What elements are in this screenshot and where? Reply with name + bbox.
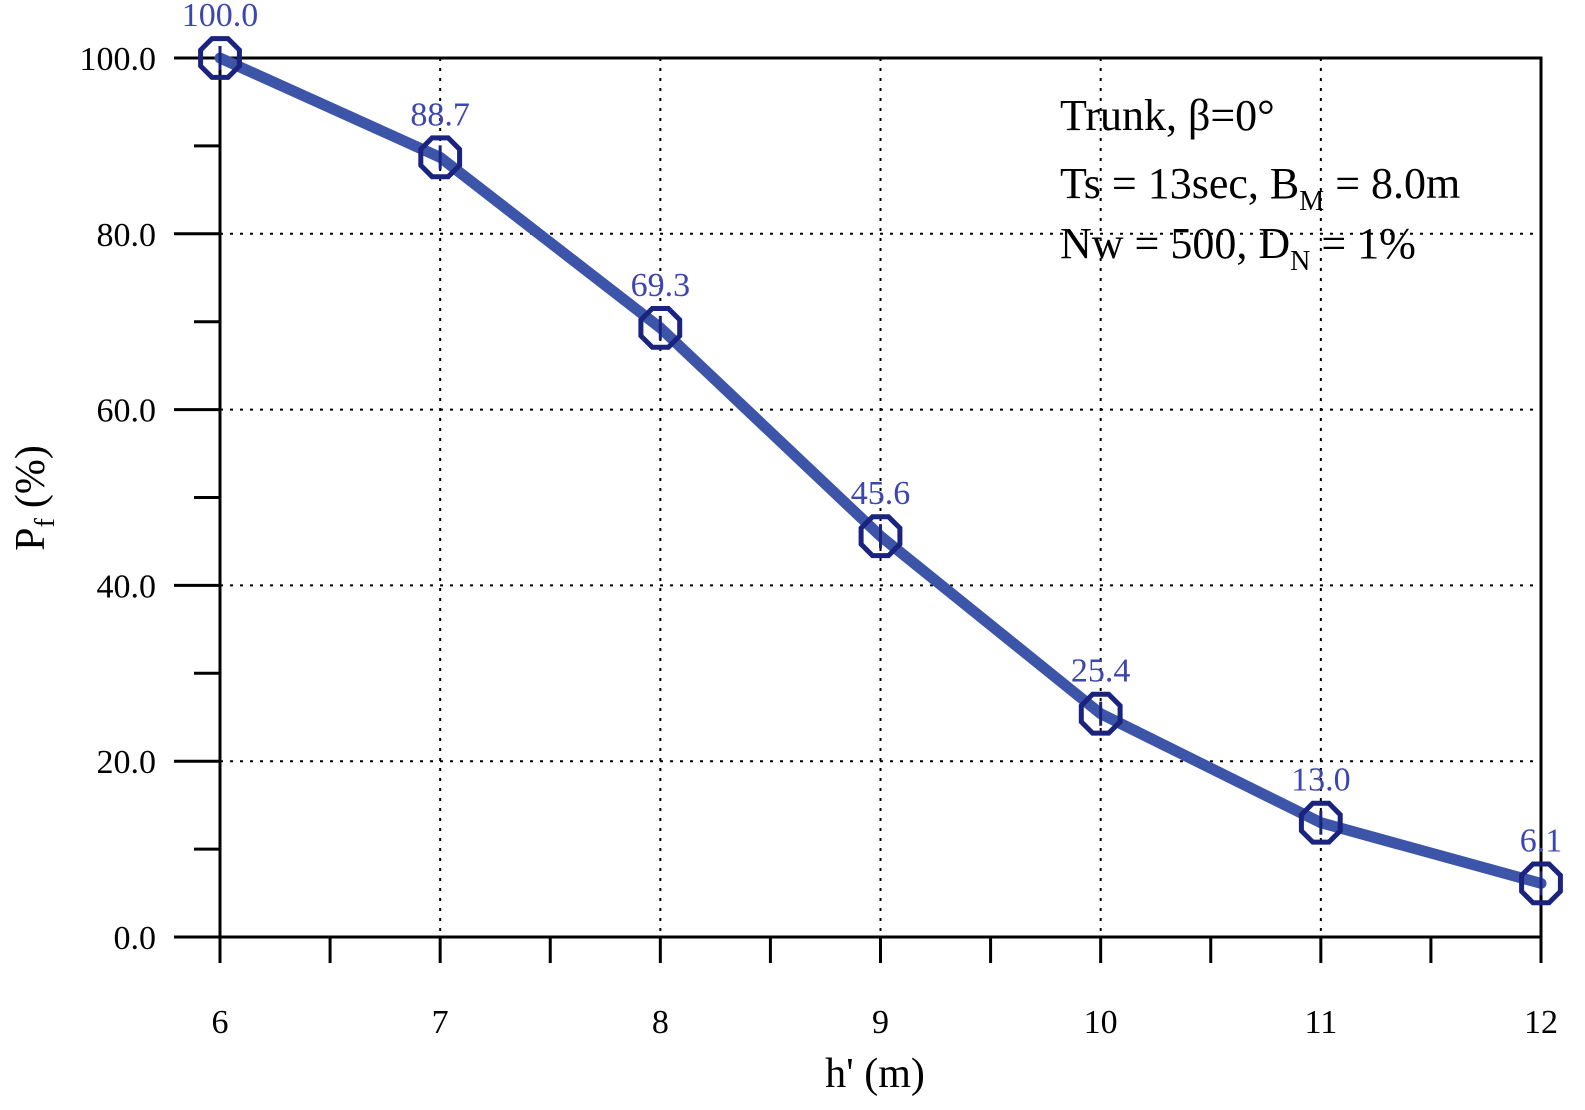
annotation-line-2: Ts = 13sec, BM = 8.0m (1060, 159, 1460, 217)
y-tick-label: 0.0 (114, 920, 157, 957)
y-axis-title-sub: f (30, 517, 61, 527)
y-tick-label: 40.0 (97, 568, 157, 605)
annotation-line-3-a: Nw = 500, D (1060, 219, 1290, 268)
data-label: 100.0 (182, 0, 259, 34)
grid-lines (220, 58, 1541, 937)
annotation-box: Trunk, β=0° Ts = 13sec, BM = 8.0m Nw = 5… (1060, 91, 1460, 277)
data-series: 100.0 88.7 69.3 45.6 25.4 13.0 6.1 (182, 0, 1563, 906)
y-tick-label: 60.0 (97, 393, 157, 430)
x-tick-label: 11 (1304, 1004, 1337, 1041)
annotation-line-3-sub: N (1290, 246, 1310, 277)
x-tick-label: 9 (872, 1004, 889, 1041)
x-tick-label: 8 (652, 1004, 669, 1041)
y-axis-title: Pf (%) (8, 445, 61, 551)
annotation-line-3-b: = 1% (1310, 219, 1415, 268)
x-axis-title: h' (m) (825, 1051, 925, 1097)
annotation-line-3: Nw = 500, DN = 1% (1060, 219, 1416, 277)
y-tick-label: 20.0 (97, 744, 157, 781)
data-point-marker (638, 306, 683, 350)
x-tick-label: 10 (1084, 1004, 1118, 1041)
data-point-marker (1519, 861, 1563, 906)
data-label: 13.0 (1291, 762, 1351, 799)
data-label: 45.6 (851, 475, 911, 512)
data-point-marker (1298, 800, 1343, 845)
y-tick-label: 80.0 (97, 217, 157, 254)
data-label: 25.4 (1071, 653, 1131, 690)
y-axis-title-main: P (8, 527, 54, 550)
ticks: 6 7 8 9 10 11 12 0.0 20.0 40.0 60.0 80.0 100.0 (80, 41, 1559, 1041)
x-tick-label: 6 (212, 1004, 229, 1041)
annotation-line-2-b: = 8.0m (1324, 159, 1460, 208)
annotation-line-2-sub: M (1299, 186, 1324, 217)
y-tick-label: 100.0 (80, 41, 157, 78)
y-axis-title-unit: (%) (8, 445, 54, 508)
data-point-marker (418, 135, 463, 180)
x-tick-label: 7 (432, 1004, 449, 1041)
data-point-marker (198, 36, 242, 80)
data-label: 6.1 (1520, 822, 1563, 859)
data-label: 88.7 (410, 96, 470, 133)
data-point-marker (1078, 691, 1123, 736)
annotation-line-2-a: Ts = 13sec, B (1060, 159, 1299, 208)
x-tick-label: 12 (1524, 1004, 1558, 1041)
annotation-line-1: Trunk, β=0° (1060, 91, 1275, 140)
data-label: 69.3 (631, 267, 691, 304)
data-point-marker (858, 514, 903, 559)
